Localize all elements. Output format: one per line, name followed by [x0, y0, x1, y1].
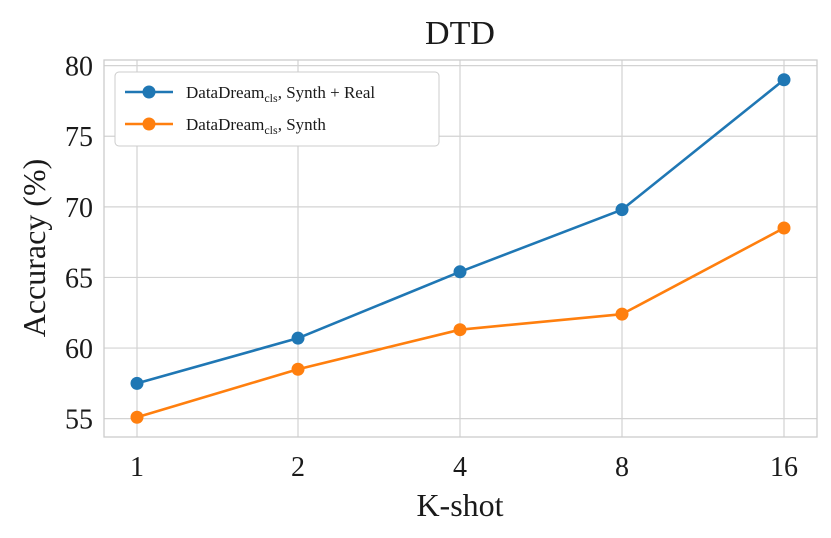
data-point: [777, 73, 791, 87]
legend-label-1: DataDreamcls, Synth: [186, 115, 326, 137]
y-tick-label: 70: [65, 193, 93, 224]
data-point: [453, 323, 467, 337]
data-point: [453, 265, 467, 279]
series-layer: [130, 73, 791, 424]
legend-label-0: DataDreamcls, Synth + Real: [186, 83, 375, 105]
y-axis-label: Accuracy (%): [16, 159, 52, 338]
data-point: [777, 221, 791, 235]
legend-label-subscript: cls: [264, 91, 278, 105]
x-tick-labels: 1 2 4 8 16: [130, 452, 798, 483]
data-point: [615, 203, 629, 217]
legend-label-main: DataDream: [186, 115, 264, 134]
y-tick-labels: 55 60 65 70 75 80: [65, 52, 93, 436]
y-tick-label: 65: [65, 263, 93, 294]
y-tick-label: 60: [65, 334, 93, 365]
data-point: [130, 376, 144, 390]
legend-label-main: DataDream: [186, 83, 264, 102]
x-tick-label: 16: [770, 452, 798, 483]
data-point: [291, 362, 305, 376]
legend-marker-1: [142, 117, 156, 131]
legend-marker-0: [142, 85, 156, 99]
legend: DataDreamcls, Synth + RealDataDreamcls, …: [114, 71, 440, 147]
x-tick-label: 4: [453, 452, 467, 483]
x-tick-label: 1: [130, 452, 144, 483]
y-tick-label: 80: [65, 52, 93, 83]
plot-area-frame: [103, 59, 818, 438]
y-tick-label: 75: [65, 122, 93, 153]
legend-label-rest: , Synth: [278, 115, 327, 134]
y-tick-label: 55: [65, 405, 93, 436]
x-tick-label: 8: [615, 452, 629, 483]
x-axis-label: K-shot: [416, 487, 503, 523]
legend-label-subscript: cls: [264, 123, 278, 137]
chart-title: DTD: [425, 15, 495, 52]
data-point: [130, 410, 144, 424]
legend-label-rest: , Synth + Real: [278, 83, 376, 102]
x-tick-label: 2: [291, 452, 305, 483]
data-point: [291, 331, 305, 345]
data-point: [615, 307, 629, 321]
legend-frame: [114, 71, 440, 147]
